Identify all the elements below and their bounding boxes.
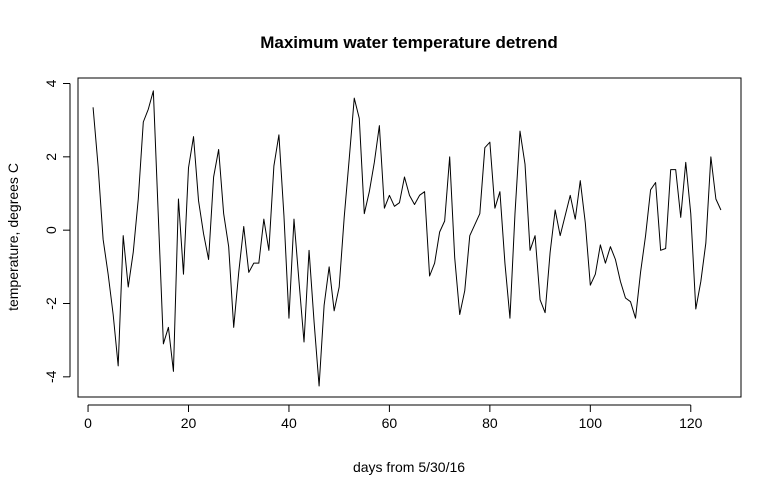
x-tick-label: 120 (679, 415, 703, 431)
x-tick-label: 0 (84, 415, 92, 431)
x-tick-label: 20 (181, 415, 197, 431)
x-tick-label: 60 (382, 415, 398, 431)
x-axis: 0 20 40 60 80 100 120 (84, 404, 703, 431)
y-tick-label: 4 (43, 79, 59, 87)
y-tick-label: -4 (43, 370, 59, 383)
x-tick-label: 80 (482, 415, 498, 431)
plot-frame (77, 77, 742, 398)
chart-title: Maximum water temperature detrend (260, 33, 558, 52)
y-tick-label: 2 (43, 153, 59, 161)
x-tick-label: 100 (579, 415, 603, 431)
y-tick-label: -2 (43, 297, 59, 310)
y-axis-label: temperature, degrees C (5, 163, 21, 311)
x-axis-label: days from 5/30/16 (353, 459, 465, 475)
y-tick-label: 0 (43, 226, 59, 234)
x-tick-label: 40 (281, 415, 297, 431)
y-axis: -4 -2 0 2 4 (43, 79, 71, 383)
series-line-0 (92, 90, 722, 387)
plot-area (92, 90, 722, 387)
